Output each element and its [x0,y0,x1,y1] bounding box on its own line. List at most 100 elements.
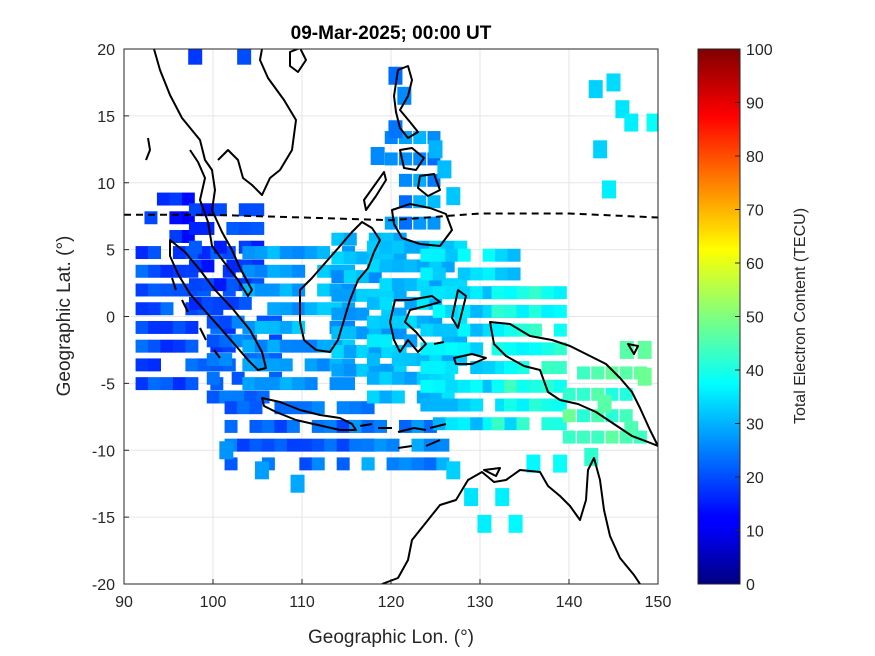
coastline-sumatra [169,239,267,371]
coastline-hainan [289,49,307,73]
tec-cell [317,302,331,316]
tec-cell [491,286,505,300]
tec-cell [464,488,479,507]
tec-cell [553,454,568,473]
tec-cell [386,457,400,471]
tec-cell [370,147,385,165]
tec-cell [135,264,149,278]
magnetic-equator-line [124,212,658,222]
tec-cell [470,398,484,412]
y-tick-label: -5 [101,376,115,393]
tec-cell [292,377,306,391]
tec-cell [379,390,393,404]
x-tick-label: 120 [378,594,405,611]
tec-cell [526,454,541,473]
tec-cell [391,315,405,329]
tec-cell [437,160,452,179]
tec-cell [356,288,370,302]
tec-cell [379,240,393,254]
tec-cell [516,342,530,356]
tec-cell [491,417,505,431]
tec-cell [331,307,345,321]
coastline-mindanao [391,203,453,247]
coastline-visayas [399,147,441,197]
tec-cell [384,152,398,166]
coastline-indochina [153,49,253,297]
tec-cell [516,304,530,318]
tec-cell [148,377,161,391]
tec-cell [317,283,331,297]
tec-cell [597,394,612,413]
tec-cell [331,270,345,284]
tec-cell [541,398,555,412]
tec-cell [619,366,633,380]
colorbar [697,48,741,585]
tec-cell [242,246,256,260]
tec-cell [374,419,388,433]
coastline-luzon [393,65,419,139]
tec-cell [495,488,510,507]
colorbar-tick-label: 40 [746,363,764,380]
coastline-andaman [145,137,151,161]
tec-cell [423,457,437,471]
colorbar-tick-label: 70 [746,203,764,220]
tec-cell [317,339,331,353]
tec-cell [470,417,484,431]
tec-cell [356,251,370,265]
tec-cell [256,390,270,404]
tec-cell [331,232,345,246]
tec-cell [457,248,471,262]
tec-cell [148,358,161,372]
tec-cell [508,514,523,533]
tec-cell [528,323,542,337]
tec-cell [188,278,202,292]
tec-cell [393,326,407,340]
tec-cell [201,296,215,310]
tec-cell [148,320,161,334]
tec-cell [169,192,183,206]
x-tick-label: 140 [556,594,583,611]
tec-cell [553,304,567,318]
tec-cell [172,377,186,391]
tec-cell [413,152,427,166]
tec-cell [290,474,305,493]
coastline-halmahera [451,289,467,329]
tec-cell [185,320,199,334]
tec-cell [201,278,215,292]
tec-cell [366,334,380,348]
tec-cell [188,203,202,217]
tec-cell [304,246,318,260]
tec-cell [188,296,202,310]
tec-cell [144,211,158,225]
tec-cell [504,323,517,337]
tec-cell [279,264,293,278]
tec-cell [226,221,240,235]
tec-cell [356,363,370,377]
tec-cell [343,251,357,265]
tec-cell [219,315,233,329]
tec-cell [432,286,446,300]
tec-cell [185,377,199,391]
tec-cell [356,270,370,284]
tec-cell [411,419,425,433]
coastline-thailand-gulf [217,49,297,196]
tec-cell [343,345,357,359]
tec-cell [254,461,269,480]
tec-cell [457,379,471,393]
tec-cell [279,302,293,316]
tec-cell [482,267,496,281]
colorbar-label: Total Electron Content (TECU) [792,208,809,424]
tec-cell [292,339,306,353]
tec-cell [274,438,288,452]
tec-cell [361,401,375,415]
tec-cell [219,441,234,460]
tec-cell [324,438,338,452]
tec-cell [381,345,395,359]
y-tick-label: -15 [92,510,115,527]
tec-cell [432,398,446,412]
tec-cell [399,173,412,187]
tec-cell [251,203,265,217]
tec-cell [237,438,250,452]
axis-ticks: 90 100 110 120 130 140 150 20 15 10 5 0 -5 -10 -15 -20 [92,42,672,611]
tec-cell [254,264,268,278]
